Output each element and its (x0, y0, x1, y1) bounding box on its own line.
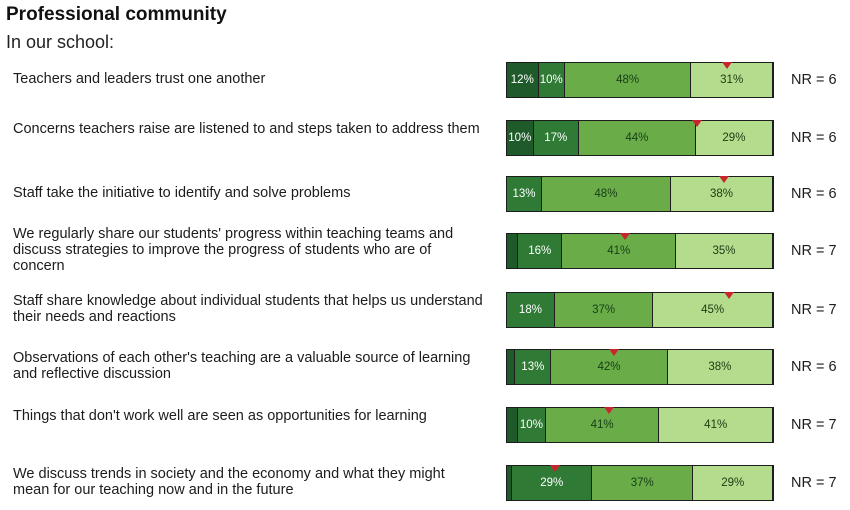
data-label: 42% (597, 361, 621, 373)
data-label: 35% (712, 245, 736, 257)
data-label: 13% (521, 361, 545, 373)
bar-segment: 35% (676, 234, 773, 268)
page-title: Professional community (6, 4, 227, 25)
bar-segment: 29% (693, 466, 774, 500)
data-label: 37% (592, 304, 616, 316)
bar-segment (507, 350, 516, 384)
data-label: 16% (528, 245, 552, 257)
stacked-bar: 12% 10% 48% 31% (506, 62, 774, 98)
stacked-bar: 18% 37% 45% (506, 292, 774, 328)
stacked-bar: 10% 41% 41% (506, 407, 774, 443)
category-label: Observations of each other's teaching ar… (13, 350, 471, 382)
bar-segment: 13% (507, 177, 542, 211)
mean-marker (719, 176, 730, 183)
mean-marker (609, 349, 620, 356)
data-label: 10% (539, 74, 563, 86)
nr-label: NR = 7 (791, 302, 837, 318)
nr-label: NR = 6 (791, 72, 837, 88)
bar-segment: 37% (592, 466, 694, 500)
category-label: We discuss trends in society and the eco… (13, 466, 445, 498)
category-label: We regularly share our students' progres… (13, 226, 454, 274)
data-label: 17% (544, 132, 568, 144)
bar-segment: 18% (507, 293, 555, 327)
mean-marker (603, 407, 614, 414)
bar-segment: 10% (518, 408, 546, 442)
bar-segment: 12% (507, 63, 539, 97)
category-label: Teachers and leaders trust one another (13, 71, 266, 87)
nr-label: NR = 7 (791, 243, 837, 259)
bar-segment: 42% (551, 350, 668, 384)
data-label: 38% (709, 188, 733, 200)
category-label: Concerns teachers raise are listened to … (13, 121, 480, 137)
data-label: 12% (510, 74, 534, 86)
data-label: 41% (590, 419, 614, 431)
category-label: Staff take the initiative to identify an… (13, 185, 351, 201)
mean-marker (724, 292, 735, 299)
data-label: 13% (512, 188, 536, 200)
mean-marker (692, 120, 703, 127)
bar-segment: 44% (578, 121, 696, 155)
bar-segment: 29% (695, 121, 773, 155)
data-label: 37% (630, 477, 654, 489)
mean-marker (721, 62, 732, 69)
nr-label: NR = 6 (791, 130, 837, 146)
bar-segment (507, 234, 519, 268)
data-label: 41% (607, 245, 631, 257)
stacked-bar: 10% 17% 44% 29% (506, 120, 774, 156)
data-label: 10% (508, 132, 532, 144)
bar-segment: 31% (691, 63, 773, 97)
stacked-bar: 13% 42% 38% (506, 349, 774, 385)
data-label: 44% (625, 132, 649, 144)
bar-segment: 45% (653, 293, 773, 327)
bar-segment (507, 408, 519, 442)
bar-segment: 37% (554, 293, 654, 327)
data-label: 10% (519, 419, 543, 431)
bar-segment: 16% (518, 234, 563, 268)
data-label: 29% (540, 477, 564, 489)
bar-segment: 41% (562, 234, 677, 268)
data-label: 38% (708, 361, 732, 373)
nr-label: NR = 6 (791, 186, 837, 202)
nr-label: NR = 7 (791, 475, 837, 491)
bar-segment: 13% (515, 350, 552, 384)
page-subtitle: In our school: (6, 32, 115, 52)
data-label: 48% (616, 74, 640, 86)
bar-segment (507, 466, 513, 500)
bar-segment: 17% (533, 121, 579, 155)
data-label: 41% (704, 419, 728, 431)
bar-segment: 10% (507, 121, 534, 155)
data-label: 48% (594, 188, 618, 200)
bar-segment: 48% (541, 177, 671, 211)
data-label: 29% (722, 132, 746, 144)
bar-segment: 48% (564, 63, 692, 97)
category-label: Staff share knowledge about individual s… (13, 293, 483, 325)
bar-segment: 41% (545, 408, 660, 442)
nr-label: NR = 7 (791, 417, 837, 433)
data-label: 31% (720, 74, 744, 86)
stacked-bar: 16% 41% 35% (506, 233, 774, 269)
data-label: 29% (721, 477, 745, 489)
stacked-bar: 29% 37% 29% (506, 465, 774, 501)
nr-label: NR = 6 (791, 359, 837, 375)
bar-segment: 10% (538, 63, 565, 97)
mean-marker (550, 465, 561, 472)
bar-segment: 41% (659, 408, 773, 442)
mean-marker (619, 233, 630, 240)
stacked-bar: 13% 48% 38% (506, 176, 774, 212)
bar-segment: 38% (667, 350, 773, 384)
data-label: 18% (518, 304, 542, 316)
category-label: Things that don't work well are seen as … (13, 408, 427, 424)
data-label: 45% (701, 304, 725, 316)
